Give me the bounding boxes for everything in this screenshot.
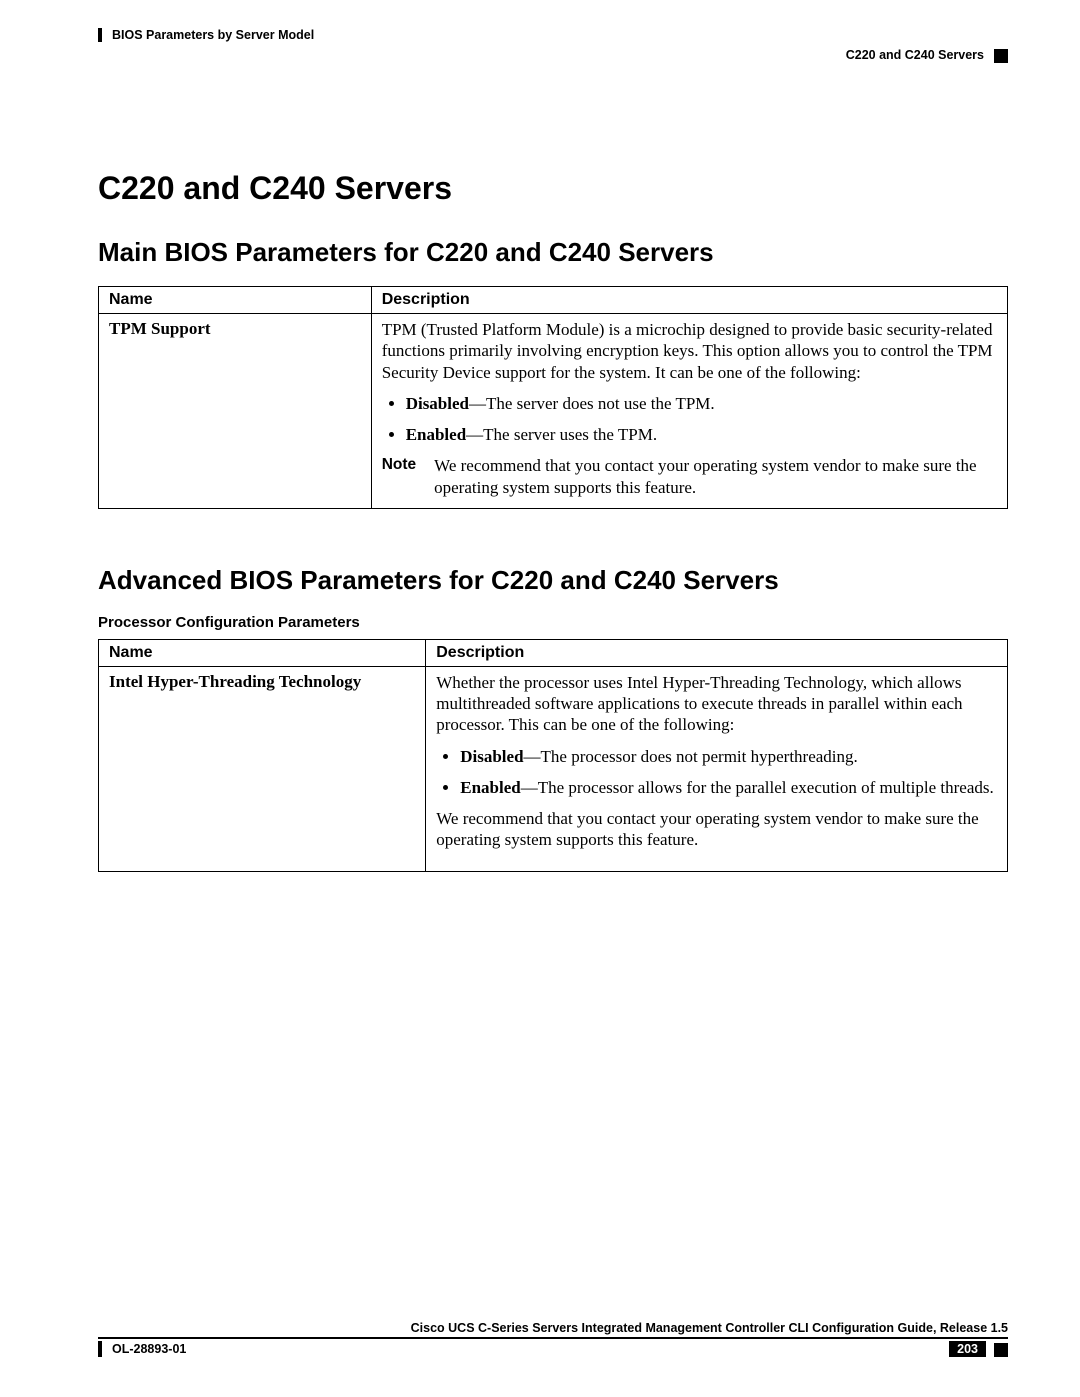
main-bios-table: Name Description TPM Support TPM (Truste… bbox=[98, 286, 1008, 509]
table-row: Intel Hyper-Threading Technology Whether… bbox=[99, 666, 1008, 871]
footer-guide-title: Cisco UCS C-Series Servers Integrated Ma… bbox=[98, 1321, 1008, 1339]
bullet-label: Enabled bbox=[460, 778, 520, 797]
col-desc-header: Description bbox=[371, 287, 1007, 314]
bullet-label: Disabled bbox=[460, 747, 523, 766]
col-name-header: Name bbox=[99, 287, 372, 314]
bullet-text: —The processor allows for the parallel e… bbox=[521, 778, 994, 797]
bullet-item: Enabled—The server uses the TPM. bbox=[406, 424, 997, 445]
bullet-label: Enabled bbox=[406, 425, 466, 444]
bullet-item: Disabled—The processor does not permit h… bbox=[460, 746, 997, 767]
header-section: C220 and C240 Servers bbox=[846, 48, 984, 62]
footer-doc-id: OL-28893-01 bbox=[98, 1341, 186, 1357]
header-chapter: BIOS Parameters by Server Model bbox=[98, 28, 1008, 42]
bullet-label: Disabled bbox=[406, 394, 469, 413]
param-recommend: We recommend that you contact your opera… bbox=[436, 808, 997, 851]
bullet-item: Disabled—The server does not use the TPM… bbox=[406, 393, 997, 414]
bullet-text: —The processor does not permit hyperthre… bbox=[524, 747, 858, 766]
param-name: Intel Hyper-Threading Technology bbox=[109, 672, 361, 691]
table-caption: Processor Configuration Parameters bbox=[98, 614, 1008, 631]
section1-title: Main BIOS Parameters for C220 and C240 S… bbox=[98, 237, 1008, 268]
param-name: TPM Support bbox=[109, 319, 211, 338]
page-footer: Cisco UCS C-Series Servers Integrated Ma… bbox=[98, 1321, 1008, 1357]
note-label: Note bbox=[382, 455, 416, 498]
note-block: Note We recommend that you contact your … bbox=[382, 455, 997, 498]
param-intro: TPM (Trusted Platform Module) is a micro… bbox=[382, 319, 997, 383]
note-text: We recommend that you contact your opera… bbox=[434, 455, 997, 498]
header-marker-icon bbox=[994, 49, 1008, 63]
bullet-text: —The server does not use the TPM. bbox=[469, 394, 715, 413]
table-row: TPM Support TPM (Trusted Platform Module… bbox=[99, 314, 1008, 509]
col-desc-header: Description bbox=[426, 639, 1008, 666]
section2-title: Advanced BIOS Parameters for C220 and C2… bbox=[98, 565, 1008, 596]
footer-marker-icon bbox=[994, 1343, 1008, 1357]
header-section-row: C220 and C240 Servers bbox=[98, 48, 1008, 62]
param-intro: Whether the processor uses Intel Hyper-T… bbox=[436, 672, 997, 736]
footer-page-number: 203 bbox=[949, 1341, 986, 1357]
advanced-bios-table: Name Description Intel Hyper-Threading T… bbox=[98, 639, 1008, 872]
bullet-text: —The server uses the TPM. bbox=[466, 425, 657, 444]
page-title: C220 and C240 Servers bbox=[98, 170, 1008, 207]
col-name-header: Name bbox=[99, 639, 426, 666]
bullet-item: Enabled—The processor allows for the par… bbox=[460, 777, 997, 798]
